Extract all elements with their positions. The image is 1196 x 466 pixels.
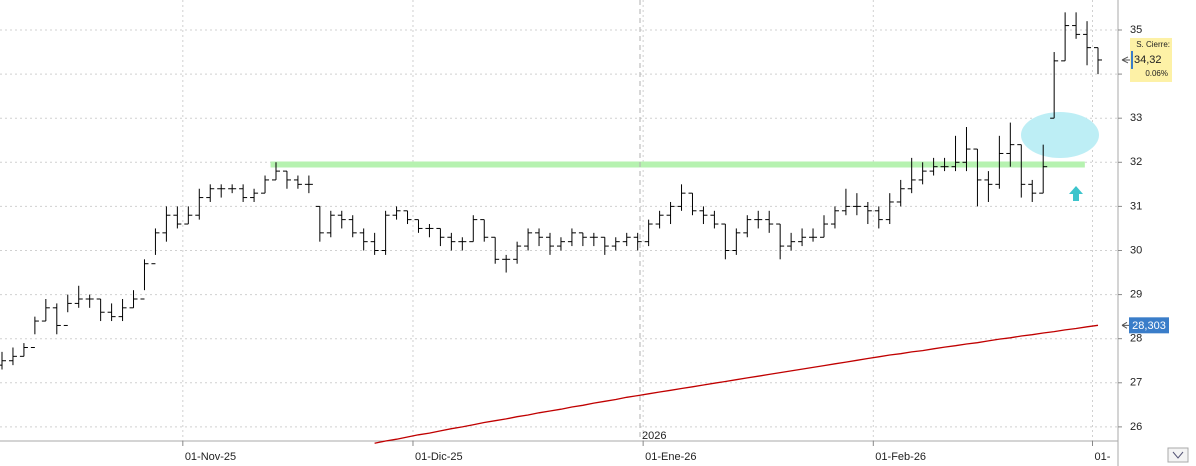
y-tick-label: 29: [1130, 288, 1142, 300]
scroll-button[interactable]: [1167, 447, 1189, 463]
y-tick-label: 27: [1130, 377, 1142, 389]
x-tick-label: 01-Ene-26: [645, 451, 696, 463]
y-tick-label: 28: [1130, 333, 1142, 345]
x-tick-label: 01-Dic-25: [415, 451, 463, 463]
support-band: [270, 161, 1085, 168]
price-title: S. Cierre:: [1136, 40, 1170, 49]
x-tick-label: 01-Nov-25: [185, 451, 236, 463]
moving-average: [374, 324, 1099, 444]
y-tick-label: 32: [1130, 156, 1142, 168]
price-change: 0.06%: [1145, 69, 1168, 78]
y-tick-label: 33: [1130, 112, 1142, 124]
y-tick-label: 26: [1130, 421, 1142, 433]
x-tick-label: 01-: [1095, 451, 1111, 463]
price-marker: [1131, 50, 1133, 69]
price-tag: [1130, 37, 1172, 82]
y-tick-label: 30: [1130, 244, 1142, 256]
grid-layer: [0, 0, 1118, 441]
y-tick-label: 31: [1130, 200, 1142, 212]
ma-tag-label: 28,303: [1132, 320, 1166, 332]
x-tick-label: 01-Feb-26: [875, 451, 926, 463]
price-value: 34,32: [1134, 54, 1162, 66]
ma-pointer: [1121, 321, 1129, 329]
ma-tag: [1129, 317, 1169, 334]
scroll-icon: [1172, 451, 1184, 459]
highlight-ellipse: [1021, 112, 1099, 158]
year-label: 2026: [642, 430, 666, 442]
y-tick-label: 35: [1130, 24, 1142, 36]
price-pointer: [1121, 56, 1130, 64]
up-arrow: [1069, 186, 1083, 201]
